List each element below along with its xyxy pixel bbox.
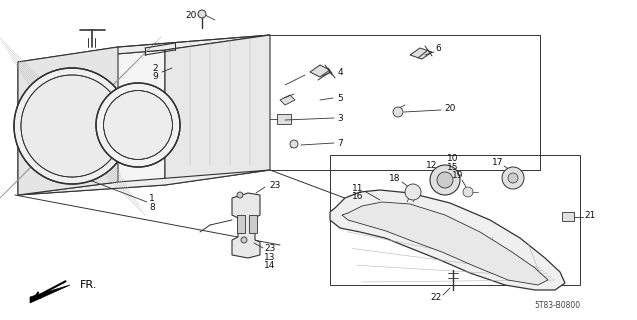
Text: 11: 11 bbox=[352, 183, 364, 193]
Circle shape bbox=[198, 10, 206, 18]
Text: 4: 4 bbox=[337, 68, 343, 76]
Text: 7: 7 bbox=[337, 139, 343, 148]
Polygon shape bbox=[30, 285, 70, 303]
Text: 18: 18 bbox=[389, 173, 401, 182]
Text: 3: 3 bbox=[337, 114, 343, 123]
Text: 23: 23 bbox=[264, 244, 276, 252]
Circle shape bbox=[290, 140, 298, 148]
Text: 10: 10 bbox=[447, 154, 459, 163]
Text: 2: 2 bbox=[152, 63, 158, 73]
Text: 16: 16 bbox=[352, 191, 364, 201]
Polygon shape bbox=[18, 47, 118, 195]
Text: 5T83-B0800: 5T83-B0800 bbox=[534, 300, 580, 309]
Text: 17: 17 bbox=[492, 157, 504, 166]
Polygon shape bbox=[330, 190, 565, 290]
Polygon shape bbox=[18, 170, 270, 195]
Circle shape bbox=[463, 187, 473, 197]
Polygon shape bbox=[410, 48, 432, 59]
Polygon shape bbox=[310, 65, 330, 77]
Text: 9: 9 bbox=[152, 71, 158, 81]
Bar bbox=[277, 114, 291, 124]
Polygon shape bbox=[165, 35, 270, 185]
Circle shape bbox=[96, 83, 180, 167]
Text: 20: 20 bbox=[185, 11, 197, 20]
Text: 1: 1 bbox=[149, 194, 155, 203]
Text: 22: 22 bbox=[431, 293, 441, 302]
Polygon shape bbox=[280, 95, 295, 105]
Circle shape bbox=[241, 237, 247, 243]
Text: 14: 14 bbox=[264, 260, 276, 269]
Text: 12: 12 bbox=[426, 161, 438, 170]
Circle shape bbox=[508, 173, 518, 183]
Circle shape bbox=[430, 165, 460, 195]
Circle shape bbox=[405, 184, 421, 200]
Polygon shape bbox=[232, 193, 260, 258]
Text: FR.: FR. bbox=[80, 280, 97, 290]
Text: 5: 5 bbox=[337, 93, 343, 102]
Bar bbox=[237, 215, 245, 233]
Bar bbox=[562, 212, 574, 221]
Circle shape bbox=[502, 167, 524, 189]
Circle shape bbox=[14, 68, 130, 184]
Text: 21: 21 bbox=[584, 211, 596, 220]
Polygon shape bbox=[342, 202, 548, 285]
Text: 13: 13 bbox=[264, 252, 276, 261]
Text: 19: 19 bbox=[452, 171, 464, 180]
Circle shape bbox=[21, 75, 123, 177]
Polygon shape bbox=[18, 50, 165, 195]
Circle shape bbox=[393, 107, 403, 117]
Circle shape bbox=[437, 172, 453, 188]
Bar bbox=[330, 155, 580, 285]
Polygon shape bbox=[18, 35, 270, 62]
Text: 15: 15 bbox=[447, 163, 459, 172]
Text: 8: 8 bbox=[149, 203, 155, 212]
Circle shape bbox=[104, 91, 173, 159]
Circle shape bbox=[237, 192, 243, 198]
Text: 20: 20 bbox=[445, 103, 455, 113]
Bar bbox=[249, 215, 257, 233]
Text: 6: 6 bbox=[435, 44, 441, 52]
Text: 23: 23 bbox=[269, 180, 281, 189]
